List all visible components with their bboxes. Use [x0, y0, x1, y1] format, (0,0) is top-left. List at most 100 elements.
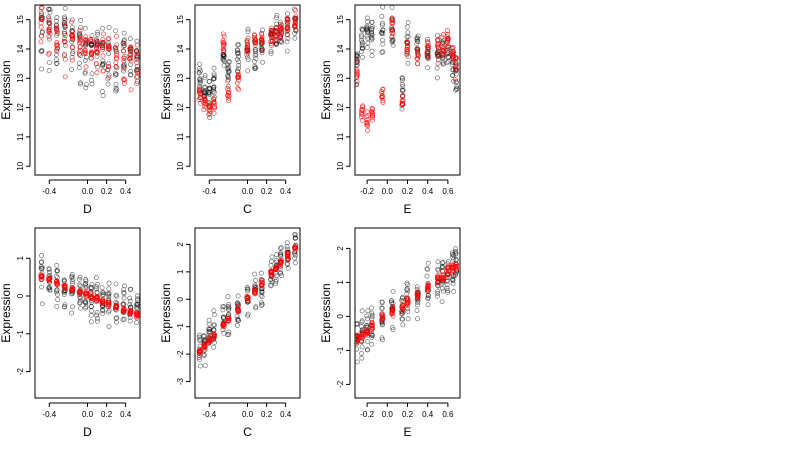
- observed-point: [46, 20, 52, 26]
- observed-point: [211, 86, 217, 92]
- fitted-point: [225, 315, 231, 321]
- observed-point: [53, 52, 59, 58]
- observed-point: [400, 322, 406, 328]
- observed-point: [450, 277, 456, 283]
- observed-point: [202, 73, 208, 78]
- observed-point: [46, 6, 52, 12]
- fitted-point: [128, 310, 133, 316]
- fitted-point: [69, 32, 75, 38]
- observed-point: [453, 79, 459, 85]
- fitted-point: [46, 276, 51, 282]
- fitted-point: [245, 299, 251, 305]
- observed-point: [434, 293, 440, 299]
- observed-point: [390, 327, 396, 333]
- observed-point: [253, 277, 259, 283]
- observed-point: [82, 57, 88, 63]
- fitted-point: [359, 104, 365, 110]
- observed-point: [278, 38, 284, 44]
- fitted-point: [211, 331, 217, 337]
- fitted-point: [38, 16, 44, 22]
- observed-point: [252, 271, 258, 277]
- fitted-point: [390, 30, 396, 36]
- observed-point: [226, 75, 231, 81]
- x-tick-label: -0.4: [42, 410, 56, 419]
- observed-point: [220, 315, 226, 320]
- x-tick-label: -0.4: [202, 410, 216, 419]
- fitted-point: [380, 100, 386, 105]
- points-layer: [196, 231, 299, 369]
- fitted-point: [100, 40, 106, 46]
- fitted-point: [89, 296, 95, 302]
- observed-point: [359, 37, 364, 43]
- observed-point: [415, 33, 421, 39]
- fitted-point: [134, 311, 140, 317]
- observed-point: [390, 288, 396, 294]
- observed-point: [226, 306, 231, 312]
- fitted-point: [414, 56, 420, 62]
- observed-point: [211, 312, 217, 318]
- fitted-point: [121, 306, 127, 312]
- fitted-point: [135, 68, 140, 74]
- observed-point: [293, 16, 299, 22]
- fitted-point: [201, 342, 207, 348]
- chart-panel-4: -0.4 0.0 0.2 0.4 C -3 -2 -1 0 1 2 Expression: [159, 227, 301, 439]
- observed-point: [365, 35, 371, 41]
- observed-point: [114, 293, 120, 299]
- y-axis-title: Expression: [159, 283, 173, 342]
- fitted-point: [259, 34, 265, 40]
- fitted-point: [450, 270, 455, 276]
- observed-point: [94, 316, 100, 322]
- observed-point: [414, 308, 420, 314]
- observed-point: [404, 24, 410, 30]
- fitted-point: [284, 257, 290, 263]
- observed-point: [399, 75, 405, 81]
- y-tick-label: -1: [16, 330, 25, 338]
- fitted-point: [226, 87, 232, 93]
- fitted-point: [78, 47, 83, 53]
- observed-point: [225, 304, 231, 310]
- x-axis-title: E: [403, 425, 411, 439]
- observed-point: [414, 284, 420, 290]
- observed-point: [293, 28, 299, 34]
- fitted-point: [236, 74, 242, 80]
- observed-point: [100, 25, 105, 31]
- fitted-point: [83, 34, 89, 40]
- observed-point: [425, 65, 431, 71]
- fitted-point: [452, 66, 458, 72]
- observed-point: [454, 84, 459, 90]
- fitted-point: [369, 326, 375, 332]
- fitted-point: [405, 54, 411, 59]
- observed-point: [279, 273, 285, 278]
- fitted-point: [221, 47, 226, 53]
- observed-point: [94, 281, 100, 287]
- fitted-point: [415, 47, 421, 53]
- fitted-point: [226, 98, 231, 104]
- fitted-point: [128, 308, 133, 314]
- y-tick-label: 1: [176, 269, 185, 274]
- observed-point: [46, 60, 52, 66]
- fitted-point: [244, 45, 250, 51]
- observed-point: [206, 78, 212, 84]
- observed-point: [359, 355, 365, 361]
- observed-point: [100, 308, 106, 314]
- observed-point: [89, 81, 95, 87]
- observed-point: [77, 44, 83, 49]
- observed-point: [121, 295, 127, 301]
- observed-point: [439, 285, 445, 291]
- x-tick-label: -0.4: [42, 187, 56, 196]
- fitted-point: [278, 263, 283, 269]
- fitted-point: [452, 77, 458, 83]
- fitted-point: [225, 78, 231, 84]
- observed-point: [399, 81, 405, 87]
- fitted-point: [369, 320, 375, 326]
- observed-point: [414, 286, 420, 292]
- x-tick-label: 0.6: [442, 187, 454, 196]
- observed-point: [259, 300, 264, 306]
- fitted-point: [453, 261, 458, 267]
- observed-point: [121, 43, 127, 49]
- y-tick-label: -1: [176, 323, 185, 331]
- observed-point: [278, 245, 284, 251]
- y-axis-title: Expression: [0, 283, 13, 342]
- observed-point: [39, 259, 45, 265]
